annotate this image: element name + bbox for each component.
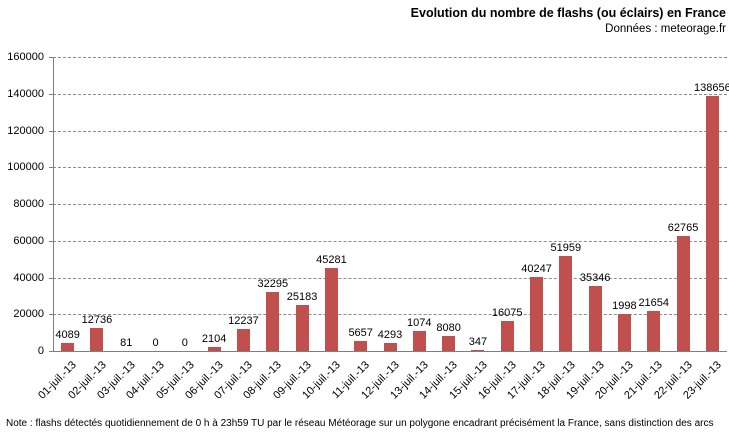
y-axis-tick xyxy=(49,167,53,168)
bar xyxy=(266,292,280,351)
gridline xyxy=(53,167,727,168)
bar xyxy=(383,343,397,351)
bar xyxy=(412,331,426,351)
y-axis-label: 20000 xyxy=(13,308,44,320)
gridline xyxy=(53,131,727,132)
bar xyxy=(207,347,221,351)
y-axis-tick xyxy=(49,94,53,95)
bar-value-label: 12736 xyxy=(81,314,113,326)
footnote: Note : flashs détectés quotidiennement d… xyxy=(6,418,714,429)
bar-value-label: 62765 xyxy=(667,222,699,234)
bar xyxy=(676,236,690,351)
gridline xyxy=(53,314,727,315)
y-axis-label: 120000 xyxy=(7,125,44,137)
bar xyxy=(530,277,544,351)
bar xyxy=(295,305,309,351)
y-axis-label: 40000 xyxy=(13,272,44,284)
bar xyxy=(559,256,573,351)
bar xyxy=(617,314,631,351)
y-axis-tick xyxy=(49,204,53,205)
chart-subtitle: Données : meteorage.fr xyxy=(605,23,726,35)
bar-value-label: 32295 xyxy=(257,278,289,290)
bar-value-label: 21654 xyxy=(638,297,670,309)
bar-value-label: 1998 xyxy=(612,300,637,312)
y-axis-label: 80000 xyxy=(13,198,44,210)
bar xyxy=(588,286,602,351)
y-axis-label: 100000 xyxy=(7,161,44,173)
bar-value-label: 16075 xyxy=(491,307,523,319)
gridline xyxy=(53,94,727,95)
bar-value-label: 25183 xyxy=(286,291,318,303)
bar xyxy=(500,321,514,351)
y-axis-label: 60000 xyxy=(13,235,44,247)
y-axis-line xyxy=(53,57,54,351)
bar-value-label: 0 xyxy=(152,337,159,349)
bar-value-label: 347 xyxy=(468,336,488,348)
bar xyxy=(471,350,485,351)
bar-value-label: 2104 xyxy=(201,333,227,345)
bar xyxy=(61,343,75,351)
bar-value-label: 1074 xyxy=(407,317,432,329)
bar-value-label: 5657 xyxy=(348,327,373,339)
y-axis-tick xyxy=(49,131,53,132)
bar-value-label: 12237 xyxy=(228,315,259,327)
gridline xyxy=(53,278,727,279)
bar xyxy=(647,311,661,351)
y-axis-label: 0 xyxy=(37,345,44,357)
bar-value-label: 45281 xyxy=(316,254,347,266)
bar xyxy=(324,268,338,351)
y-axis-tick xyxy=(49,57,53,58)
bar-value-label: 4293 xyxy=(377,329,403,341)
bar-value-label: 35346 xyxy=(579,272,611,284)
chart-title: Evolution du nombre de flashs (ou éclair… xyxy=(410,6,726,20)
bar-value-label: 0 xyxy=(181,337,188,349)
y-axis-tick xyxy=(49,278,53,279)
bar-value-label: 40247 xyxy=(521,263,552,275)
bar-value-label: 51959 xyxy=(550,242,582,254)
y-axis-tick xyxy=(49,351,53,352)
bar xyxy=(354,341,368,351)
y-axis-label: 160000 xyxy=(7,51,44,63)
bar xyxy=(442,336,456,351)
x-axis-line xyxy=(53,351,727,352)
bar xyxy=(236,329,250,351)
y-axis-label: 140000 xyxy=(7,88,44,100)
bar-value-label: 8080 xyxy=(436,322,461,334)
gridline xyxy=(53,57,727,58)
gridline xyxy=(53,204,727,205)
y-axis-tick xyxy=(49,314,53,315)
bar xyxy=(705,96,719,351)
bar-value-label: 81 xyxy=(120,337,133,349)
y-axis-tick xyxy=(49,241,53,242)
bar xyxy=(90,328,104,351)
gridline xyxy=(53,241,727,242)
bar-value-label: 4089 xyxy=(55,329,80,341)
bar-value-label: 138656 xyxy=(693,82,729,94)
